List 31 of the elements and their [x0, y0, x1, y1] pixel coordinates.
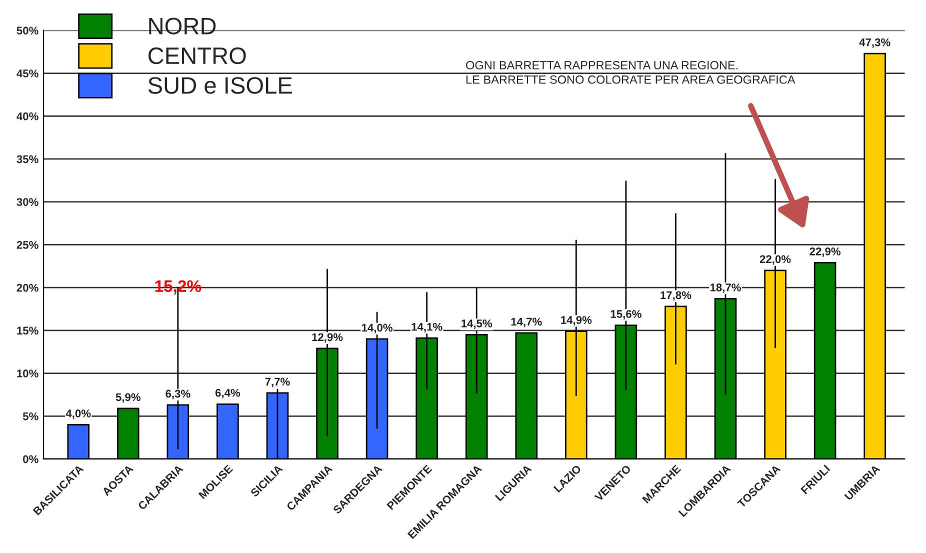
y-tick-label: 10% [17, 370, 38, 378]
annotation: OGNI BARRETTA RAPPRESENTA UNA REGIONE. LE BARRETTE SONO COLORATE PER AREA GEOGRAFICA [466, 61, 796, 84]
data-label: 22,0% [760, 255, 791, 265]
data-label: 5,9% [116, 393, 141, 403]
data-label: 14,0% [362, 324, 393, 334]
y-tick-label: 35% [16, 155, 38, 164]
data-label: 12,9% [312, 333, 343, 343]
data-label: 14,1% [412, 322, 442, 332]
y-tick-label: 40% [16, 112, 38, 120]
data-label: 47,3% [859, 38, 890, 48]
y-tick-label: 45% [16, 70, 38, 78]
y-tick-label: 30% [16, 198, 38, 206]
y-tick-label: 15% [17, 326, 38, 335]
data-label: 6,3% [166, 390, 190, 400]
data-label: 22,9% [810, 247, 841, 257]
y-tick-label: 20% [16, 284, 38, 292]
data-label: 7,7% [265, 378, 290, 388]
legend-label: CENTRO [148, 47, 246, 64]
data-label: 15,6% [610, 310, 642, 320]
y-tick-label: 25% [16, 240, 38, 249]
data-label: 4,0% [66, 409, 91, 419]
data-label: 17,8% [660, 291, 692, 301]
data-label: 6,4% [215, 388, 240, 398]
data-label: 14,9% [561, 316, 592, 326]
y-tick-label: 5% [22, 412, 38, 420]
y-tick-label: 50% [16, 26, 38, 35]
data-label: 14,7% [511, 318, 542, 328]
y-tick-label: 0% [23, 455, 38, 464]
data-label: 18,7% [710, 283, 741, 293]
data-label: 14,5% [462, 320, 492, 329]
legend-label: SUD e ISOLE [148, 77, 292, 94]
